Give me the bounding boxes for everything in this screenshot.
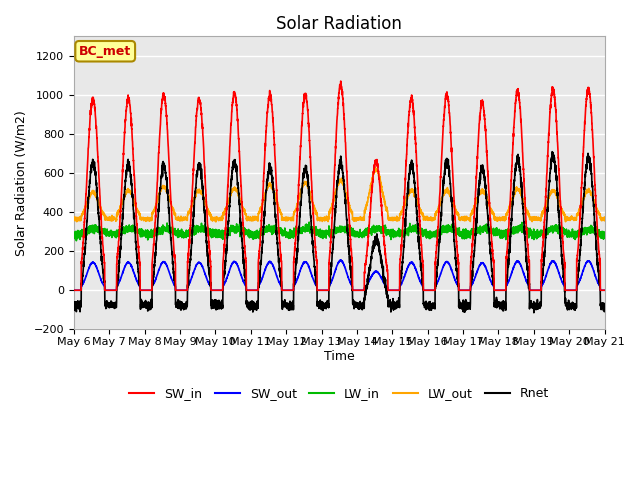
LW_in: [319, 231, 327, 237]
Rnet: [70, 300, 77, 305]
LW_in: [72, 238, 80, 243]
SW_in: [337, 78, 344, 84]
X-axis label: Time: Time: [324, 350, 355, 363]
Text: BC_met: BC_met: [79, 45, 131, 58]
Rnet: [429, 305, 436, 311]
Title: Solar Radiation: Solar Radiation: [276, 15, 402, 33]
LW_out: [371, 165, 379, 170]
SW_in: [429, 288, 436, 293]
Rnet: [600, 301, 608, 307]
SW_in: [488, 241, 496, 247]
Rnet: [601, 303, 609, 309]
LW_in: [600, 231, 608, 237]
SW_out: [458, 288, 466, 293]
LW_out: [429, 216, 436, 221]
LW_in: [429, 229, 436, 235]
Line: LW_in: LW_in: [74, 222, 605, 240]
Rnet: [165, 209, 173, 215]
Rnet: [548, 149, 556, 155]
LW_out: [458, 216, 466, 222]
SW_in: [458, 288, 466, 293]
LW_out: [488, 211, 496, 217]
LW_out: [70, 217, 77, 223]
Rnet: [488, 268, 496, 274]
LW_out: [319, 216, 327, 222]
Line: LW_out: LW_out: [74, 168, 605, 222]
LW_in: [165, 223, 173, 228]
Line: SW_in: SW_in: [74, 81, 605, 290]
LW_in: [458, 231, 466, 237]
Rnet: [319, 304, 327, 310]
SW_out: [600, 288, 608, 293]
Rnet: [530, 310, 538, 315]
Legend: SW_in, SW_out, LW_in, LW_out, Rnet: SW_in, SW_out, LW_in, LW_out, Rnet: [124, 382, 554, 405]
SW_in: [70, 288, 77, 293]
LW_out: [212, 219, 220, 225]
SW_in: [165, 161, 173, 167]
SW_out: [429, 288, 436, 293]
SW_in: [601, 288, 609, 293]
SW_in: [600, 288, 608, 293]
LW_out: [601, 218, 609, 224]
SW_out: [70, 288, 77, 293]
Rnet: [458, 306, 466, 312]
LW_in: [488, 227, 496, 232]
Line: SW_out: SW_out: [74, 260, 605, 290]
LW_in: [70, 229, 77, 235]
SW_out: [319, 288, 327, 293]
LW_in: [305, 219, 313, 225]
LW_out: [600, 217, 608, 223]
Y-axis label: Solar Radiation (W/m2): Solar Radiation (W/m2): [15, 110, 28, 255]
SW_out: [165, 269, 173, 275]
SW_in: [319, 288, 327, 293]
SW_out: [337, 257, 344, 263]
Line: Rnet: Rnet: [74, 152, 605, 312]
SW_out: [488, 281, 496, 287]
SW_out: [601, 288, 609, 293]
LW_out: [165, 195, 173, 201]
LW_in: [601, 234, 609, 240]
